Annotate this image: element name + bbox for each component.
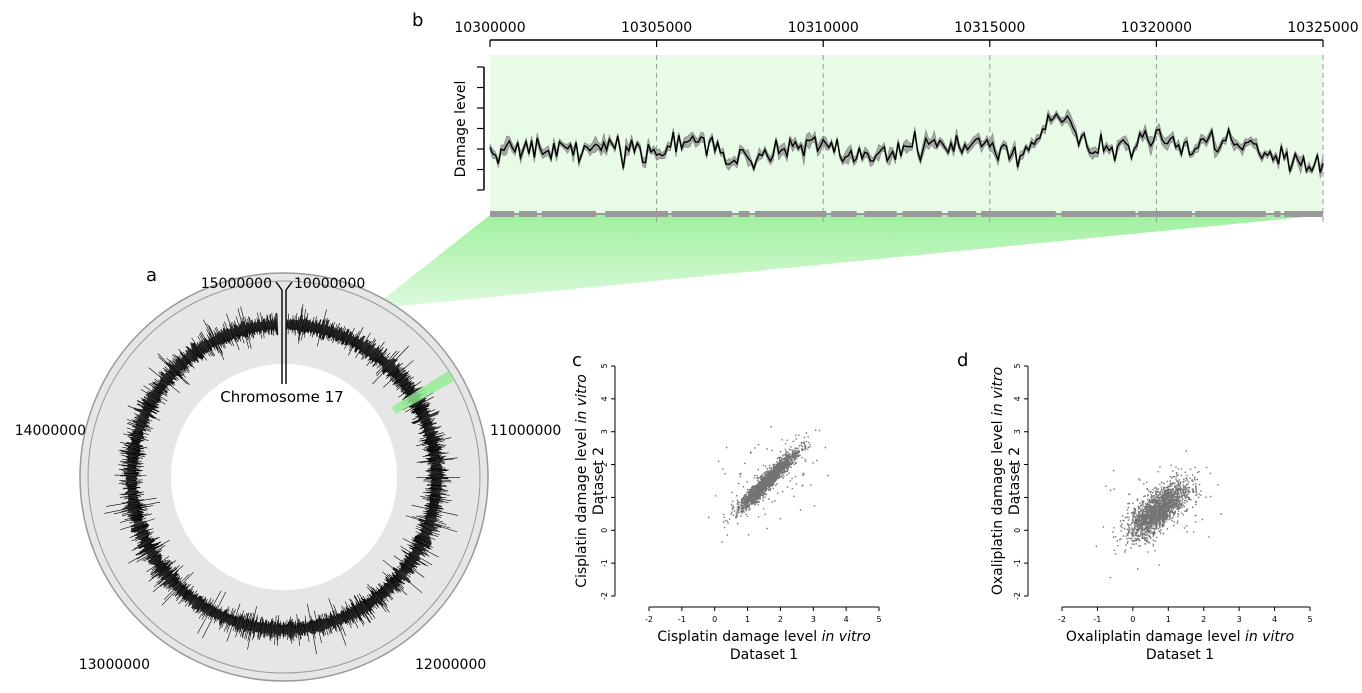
feature-track — [490, 211, 1323, 217]
vertical-grid — [656, 55, 1324, 222]
scatter-plot-cisplatin: -2 -1 0 1 2 3 4 5 -2 -1 0 1 2 3 4 5 Cisplatin damage le… — [574, 363, 882, 663]
y-tick-label: 4 — [600, 396, 609, 401]
chromosome-label: Chromosome 17 — [220, 388, 343, 406]
circular-chromosome-plot: Chromosome 17 10000000 11000000 12000000… — [15, 272, 561, 682]
top-axis-tick-label: 10305000 — [621, 20, 692, 36]
x-tick-label: 2 — [1201, 615, 1206, 624]
b-ylabel: Damage level — [453, 81, 469, 178]
feature-block — [864, 211, 897, 217]
x-tick-label: 1 — [1166, 615, 1171, 624]
y-tick-label: 0 — [1013, 528, 1022, 533]
x-tick-label: 3 — [811, 615, 816, 624]
y-tick-label: 3 — [1013, 429, 1022, 434]
signal-line — [489, 112, 1324, 173]
x-tick-label: 4 — [1272, 615, 1277, 624]
feature-block — [671, 211, 732, 217]
panel-label-c: c — [572, 350, 582, 371]
feature-block — [1195, 211, 1266, 217]
x-tick-label: 4 — [844, 615, 849, 624]
ring-label-15000000: 15000000 — [201, 276, 272, 292]
y-tick-label: -1 — [600, 559, 609, 567]
x-tick-label: 3 — [1237, 615, 1242, 624]
top-axis-tick-label: 10320000 — [1121, 20, 1192, 36]
feature-block — [541, 211, 596, 217]
feature-block — [1061, 211, 1136, 217]
origin-marker — [275, 281, 293, 384]
x-tick-label: -2 — [1058, 615, 1066, 624]
feature-block — [1138, 211, 1193, 217]
ring-label-14000000: 14000000 — [15, 423, 86, 439]
x-tick-label: 0 — [712, 615, 717, 624]
c-ylabel-sub: Dataset 2 — [591, 447, 607, 515]
highlight-region-arc — [391, 370, 455, 415]
y-tick-label: 0 — [600, 528, 609, 533]
top-axis-tick-label: 10325000 — [1287, 20, 1358, 36]
d-xlabel-sub: Dataset 1 — [1146, 647, 1214, 663]
scatter-plot-oxaliplatin: -2 -1 0 1 2 3 4 5 -2 -1 0 1 2 3 4 5 Oxaliplatin damage … — [990, 363, 1313, 663]
top-axis-ticks: 10300000 10305000 10310000 10315000 10320000… — [454, 20, 1359, 47]
x-tick-label: 5 — [1307, 615, 1312, 624]
y-tick-label: 5 — [1013, 363, 1022, 368]
feature-block — [902, 211, 942, 217]
panel-label-d: d — [957, 350, 968, 371]
top-axis-tick-label: 10310000 — [788, 20, 859, 36]
scatter-points — [708, 426, 829, 543]
y-tick-label: -2 — [600, 592, 609, 600]
feature-block — [1274, 211, 1281, 217]
feature-block — [490, 211, 515, 217]
ring-label-10000000: 10000000 — [294, 276, 365, 292]
ring-label-11000000: 11000000 — [490, 423, 561, 439]
ring-label-12000000: 12000000 — [415, 657, 486, 673]
c-axis-ticks: -2 -1 0 1 2 3 4 5 -2 -1 0 1 2 3 4 5 — [600, 363, 882, 624]
panel-label-b: b — [412, 10, 423, 31]
zoom-connector — [338, 215, 1325, 335]
x-tick-label: 2 — [778, 615, 783, 624]
d-ylabel-sub: Dataset 2 — [1007, 447, 1023, 515]
c-xlabel-sub: Dataset 1 — [730, 647, 798, 663]
scatter-points — [1095, 450, 1222, 579]
d-ylabel: Oxaliplatin damage level in vitro — [990, 367, 1006, 595]
d-xlabel: Oxaliplatin damage level in vitro — [1066, 629, 1294, 645]
outer-band — [87, 280, 481, 674]
feature-block — [738, 211, 750, 217]
y-tick-label: 2 — [600, 462, 609, 467]
ring-signal — [104, 304, 461, 655]
top-axis-tick-label: 10300000 — [454, 20, 525, 36]
inner-hole — [171, 364, 397, 590]
c-xlabel: Cisplatin damage level in vitro — [657, 629, 871, 645]
x-tick-label: 5 — [876, 615, 881, 624]
ring-label-13000000: 13000000 — [79, 657, 150, 673]
feature-block — [947, 211, 977, 217]
zoom-track-plot: 10300000 10305000 10310000 10315000 10320000… — [453, 20, 1359, 222]
zoom-region-background — [490, 55, 1323, 215]
feature-block — [831, 211, 857, 217]
x-tick-label: 0 — [1130, 615, 1135, 624]
y-tick-label: 5 — [600, 363, 609, 368]
feature-block — [981, 211, 1056, 217]
feature-block — [755, 211, 827, 217]
c-ylabel: Cisplatin damage level in vitro — [574, 374, 590, 588]
y-tick-label: 1 — [1013, 495, 1022, 500]
x-tick-label: -2 — [645, 615, 653, 624]
point-cloud — [1095, 450, 1222, 579]
y-tick-label: 2 — [1013, 462, 1022, 467]
ring-signal-trace — [104, 304, 461, 655]
x-tick-label: -1 — [1093, 615, 1101, 624]
y-tick-label: 1 — [600, 495, 609, 500]
feature-block — [518, 211, 537, 217]
point-cloud — [708, 426, 829, 543]
top-axis-tick-label: 10315000 — [954, 20, 1025, 36]
x-tick-label: 1 — [745, 615, 750, 624]
x-tick-label: -1 — [678, 615, 686, 624]
y-tick-label: -2 — [1013, 592, 1022, 600]
panel-label-a: a — [146, 265, 157, 286]
feature-block — [1284, 211, 1323, 217]
feature-block — [605, 211, 668, 217]
y-axis-ticks — [477, 66, 484, 191]
y-tick-label: 3 — [600, 429, 609, 434]
y-tick-label: 4 — [1013, 396, 1022, 401]
d-axis-ticks: -2 -1 0 1 2 3 4 5 -2 -1 0 1 2 3 4 5 — [1013, 363, 1313, 624]
y-tick-label: -1 — [1013, 559, 1022, 567]
